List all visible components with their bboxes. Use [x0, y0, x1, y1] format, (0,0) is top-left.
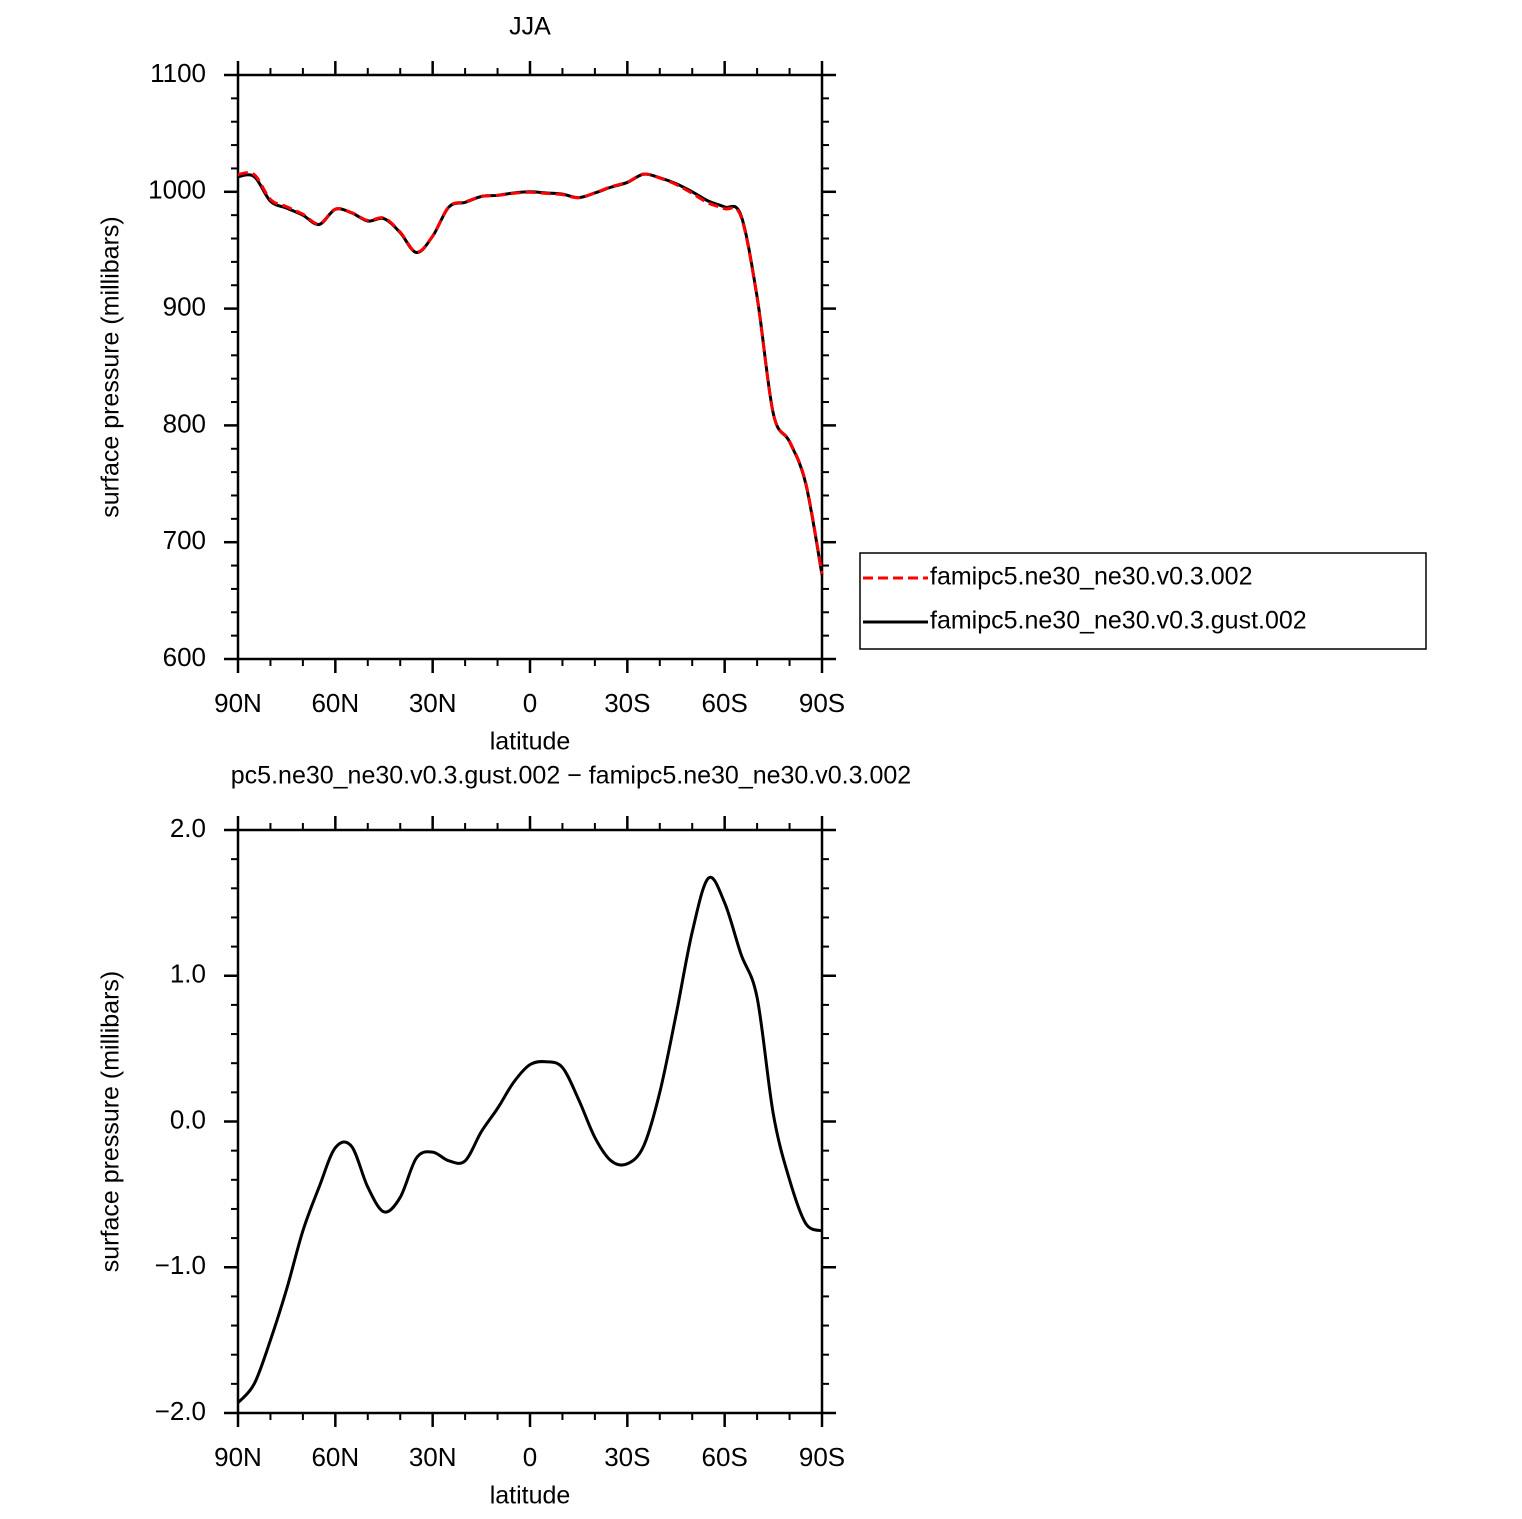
legend-label: famipc5.ne30_ne30.v0.3.002: [930, 563, 1252, 591]
data-line: [236, 875, 823, 1404]
x-tick-label: 60N: [311, 1442, 359, 1472]
y-tick-label: 0.0: [170, 1104, 206, 1134]
legend: famipc5.ne30_ne30.v0.3.002 famipc5.ne30_n…: [859, 552, 1427, 650]
x-tick-label: 60S: [702, 1442, 748, 1472]
data-line: [237, 172, 824, 576]
y-axis-label: surface pressure (millibars): [97, 216, 125, 517]
chart-title: pc5.ne30_ne30.v0.3.gust.002 − famipc5.ne…: [231, 762, 911, 790]
x-tick-label: 60N: [311, 688, 359, 718]
y-axis-label: surface pressure (millibars): [97, 971, 125, 1272]
y-tick-label: 2.0: [170, 813, 206, 843]
x-tick-label: 90N: [214, 1442, 262, 1472]
y-tick-label: 700: [163, 525, 206, 555]
y-tick-label: 1000: [148, 175, 206, 205]
y-tick-label: −1.0: [155, 1250, 206, 1280]
y-tick-label: 900: [163, 291, 206, 321]
x-tick-label: 30N: [409, 688, 457, 718]
x-tick-label: 30S: [604, 1442, 650, 1472]
legend-box: [859, 552, 1427, 650]
data-line: [237, 171, 824, 575]
x-tick-label: 90N: [214, 688, 262, 718]
y-tick-label: 800: [163, 408, 206, 438]
x-tick-label: 0: [523, 1442, 537, 1472]
x-axis-label: latitude: [490, 728, 571, 756]
x-tick-label: 30S: [604, 688, 650, 718]
y-tick-label: −2.0: [155, 1396, 206, 1426]
y-tick-label: 1.0: [170, 959, 206, 989]
x-tick-label: 0: [523, 688, 537, 718]
x-axis-label: latitude: [490, 1482, 571, 1510]
plot-frame: [236, 73, 824, 661]
x-tick-label: 90S: [799, 688, 845, 718]
x-tick-label: 30N: [409, 1442, 457, 1472]
legend-label: famipc5.ne30_ne30.v0.3.gust.002: [930, 607, 1307, 635]
chart-title: JJA: [509, 13, 551, 41]
y-tick-label: 1100: [150, 58, 206, 88]
y-tick-label: 600: [163, 642, 206, 672]
plot-frame: [236, 828, 824, 1415]
x-tick-label: 90S: [799, 1442, 845, 1472]
x-tick-label: 60S: [702, 688, 748, 718]
